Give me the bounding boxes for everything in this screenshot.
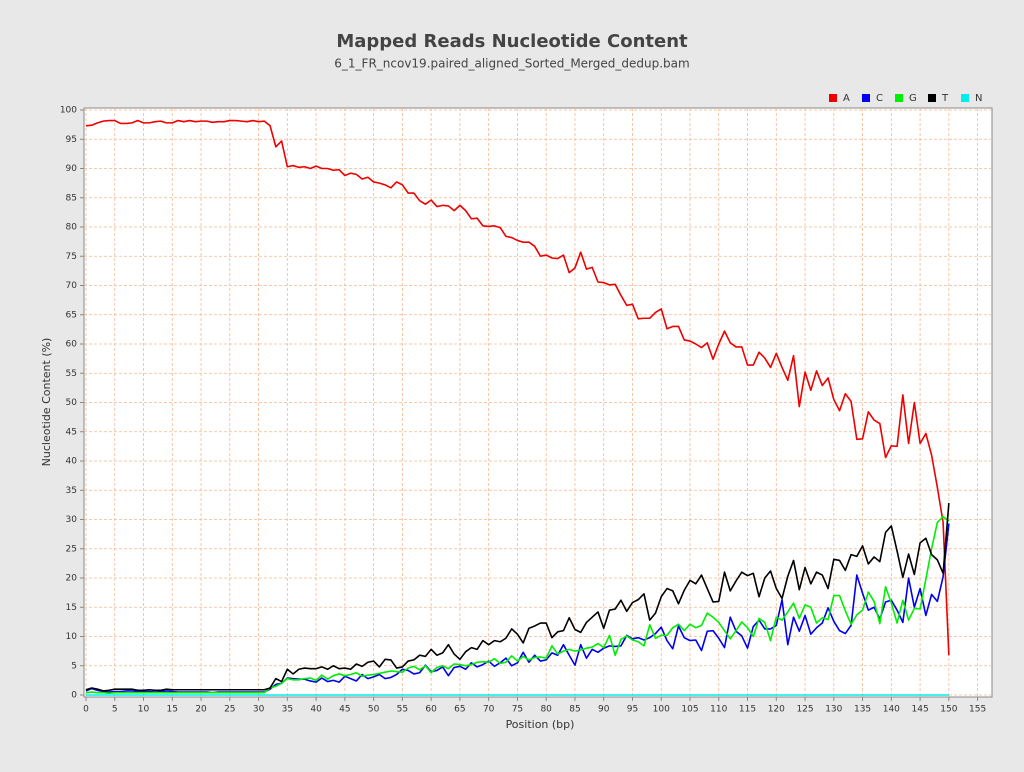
x-tick-label: 80 [540,705,552,715]
x-tick-label: 0 [83,705,89,715]
y-tick-label: 5 [71,661,77,671]
x-tick-label: 130 [825,705,842,715]
y-tick-label: 0 [71,691,77,701]
x-tick-label: 5 [112,705,118,715]
y-tick-label: 35 [66,486,77,496]
x-tick-label: 85 [569,705,580,715]
x-tick-label: 140 [883,705,900,715]
y-tick-label: 90 [66,164,78,174]
y-tick-label: 65 [66,310,77,320]
y-tick-label: 30 [66,515,78,525]
y-tick-label: 100 [60,106,77,116]
x-axis-label: Position (bp) [506,718,575,731]
x-tick-label: 135 [854,705,871,715]
y-tick-label: 40 [66,457,78,467]
chart-subtitle: 6_1_FR_ncov19.paired_aligned_Sorted_Merg… [334,57,689,71]
y-axis-label: Nucleotide Content (%) [40,338,53,467]
y-tick-label: 80 [66,223,78,233]
legend-swatch [895,94,903,102]
x-tick-label: 40 [310,705,322,715]
x-tick-label: 100 [653,705,670,715]
x-tick-label: 120 [768,705,785,715]
x-tick-label: 90 [598,705,610,715]
x-tick-label: 145 [912,705,929,715]
x-tick-label: 30 [253,705,265,715]
x-tick-label: 20 [195,705,207,715]
y-tick-label: 20 [66,574,78,584]
y-tick-label: 95 [66,135,77,145]
series-line [85,503,950,692]
y-tick-label: 55 [66,369,77,379]
y-tick-label: 15 [66,603,77,613]
legend-swatch [862,94,870,102]
x-tick-label: 50 [368,705,380,715]
x-tick-label: 150 [940,705,957,715]
x-tick-label: 115 [739,705,756,715]
x-tick-label: 10 [138,705,150,715]
x-tick-label: 95 [627,705,638,715]
series-line [85,515,950,695]
x-tick-label: 15 [167,705,178,715]
x-tick-label: 25 [224,705,235,715]
x-tick-label: 60 [425,705,437,715]
legend-label: N [975,93,982,104]
x-tick-label: 70 [483,705,495,715]
y-tick-label: 10 [66,632,78,642]
x-tick-label: 45 [339,705,350,715]
y-tick-label: 60 [66,340,78,350]
legend-swatch [829,94,837,102]
series-line [85,119,950,656]
y-tick-label: 75 [66,252,77,262]
y-tick-label: 85 [66,193,77,203]
y-tick-label: 45 [66,427,77,437]
x-tick-label: 75 [512,705,523,715]
x-tick-label: 125 [796,705,813,715]
chart-title: Mapped Reads Nucleotide Content [336,31,688,52]
x-tick-label: 55 [397,705,408,715]
y-tick-label: 25 [66,544,77,554]
x-tick-label: 105 [681,705,698,715]
x-tick-label: 155 [969,705,986,715]
legend-label: A [843,93,850,104]
y-tick-label: 50 [66,398,78,408]
legend-label: C [876,93,883,104]
x-tick-label: 65 [454,705,465,715]
legend-swatch [961,94,969,102]
legend-swatch [928,94,936,102]
y-tick-label: 70 [66,281,78,291]
x-tick-label: 110 [710,705,727,715]
legend-label: T [941,93,949,104]
x-tick-label: 35 [282,705,293,715]
legend-label: G [909,93,917,104]
